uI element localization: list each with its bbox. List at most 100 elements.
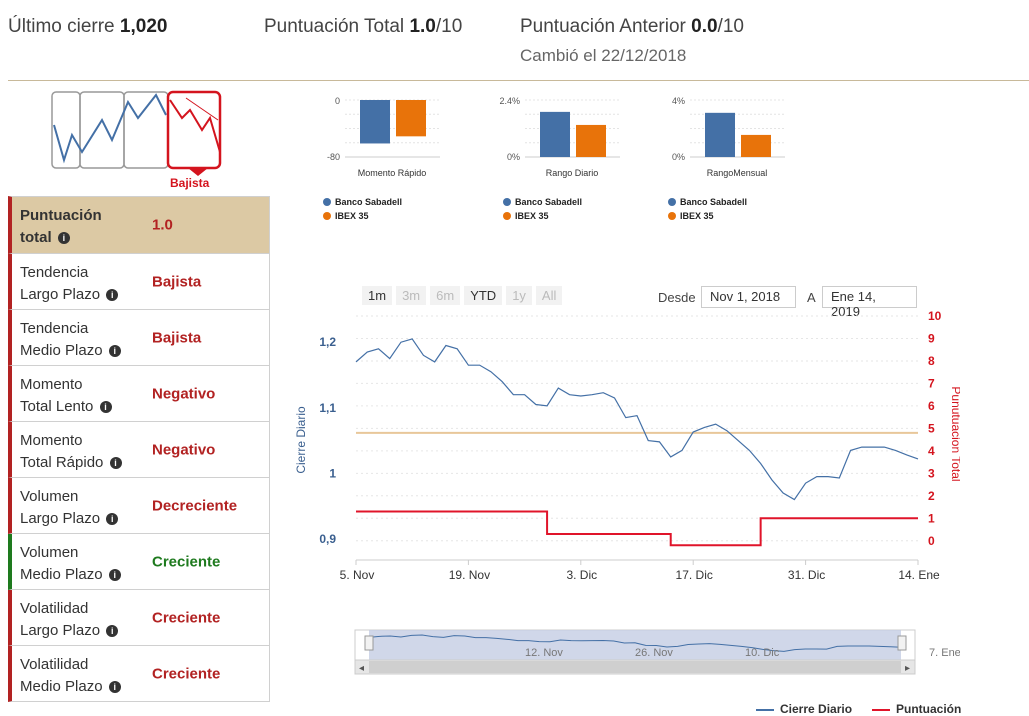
x-tick-label: 17. Dic — [676, 568, 713, 582]
bar-sabadell — [705, 112, 735, 157]
info-icon[interactable]: i — [106, 289, 119, 302]
info-icon[interactable]: i — [109, 457, 122, 470]
navigator-handle-left[interactable] — [364, 635, 374, 651]
mini-chart-title: RangoMensual — [707, 168, 768, 178]
total-score: Puntuación Total 1.0/10 — [264, 16, 462, 38]
changed-date: Cambió el 22/12/2018 — [520, 46, 687, 65]
range-selector: 1m 3m 6m YTD 1y All — [362, 286, 563, 305]
legend-dot — [503, 212, 511, 220]
y-tick-label: 0,9 — [319, 532, 336, 546]
score-row-value: Negativo — [152, 385, 216, 402]
legend-dot — [323, 198, 331, 206]
mini-tick-label: 0% — [672, 152, 685, 162]
y2-tick-label: 9 — [928, 331, 935, 345]
scroll-left-icon[interactable]: ◂ — [359, 663, 364, 674]
mini-tick-label: -80 — [327, 152, 340, 162]
navigator-label: 7. Ene — [929, 647, 960, 659]
y-tick-label: 1,1 — [319, 401, 336, 415]
prev-score-value: 0.0 — [691, 16, 718, 37]
legend-dot — [323, 212, 331, 220]
info-icon[interactable]: i — [108, 569, 121, 582]
info-icon[interactable]: i — [108, 681, 121, 694]
score-row-value: 1.0 — [152, 216, 173, 234]
from-date-input[interactable]: Nov 1, 2018 — [701, 286, 796, 308]
mini-chart-title: Momento Rápido — [358, 168, 427, 178]
score-row: Momento Total Rápido i Negativo — [8, 422, 270, 478]
y2-tick-label: 0 — [928, 534, 935, 548]
mini-chart: 0 -80 Momento Rápido Banco Sabadell IBEX 35 — [323, 96, 440, 221]
prev-score: Puntuación Anterior 0.0/10 Cambió el 22/… — [520, 16, 744, 66]
score-row-value: Negativo — [152, 441, 216, 458]
score-row: Puntuación total i 1.0 — [8, 196, 270, 254]
mini-tick-label: 0% — [507, 152, 520, 162]
to-date-input[interactable]: Ene 14, 2019 — [822, 286, 917, 319]
mini-tick-label: 4% — [672, 96, 685, 106]
navigator-mask — [369, 630, 901, 660]
legend-score-swatch — [872, 708, 890, 711]
x-tick-label: 5. Nov — [340, 568, 375, 582]
mini-chart: 4% 0% RangoMensual Banco Sabadell IBEX 35 — [668, 96, 785, 221]
y2-tick-label: 10 — [928, 309, 942, 323]
score-row-value: Bajista — [152, 329, 202, 346]
mini-legend-label: IBEX 35 — [680, 211, 714, 221]
mini-legend-label: Banco Sabadell — [515, 197, 582, 207]
info-icon[interactable]: i — [106, 513, 119, 526]
bar-ibex — [396, 100, 426, 137]
last-close-label: Último cierre — [8, 16, 115, 37]
last-close: Último cierre 1,020 — [8, 16, 167, 38]
y-tick-label: 1,2 — [319, 335, 336, 349]
legend-dot — [503, 198, 511, 206]
y2-tick-label: 6 — [928, 399, 935, 413]
score-row-label: Volatilidad Largo Plazo i — [20, 598, 150, 642]
y2-tick-label: 7 — [928, 376, 935, 390]
y-axis-title: Cierre Diario — [294, 406, 308, 474]
range-button-all[interactable]: All — [535, 286, 563, 305]
range-button-3m[interactable]: 3m — [396, 286, 427, 305]
from-label: Desde — [658, 290, 696, 305]
navigator-handle-right[interactable] — [897, 635, 907, 651]
y2-tick-label: 8 — [928, 354, 935, 368]
legend-close[interactable]: Cierre Diario — [756, 702, 852, 716]
info-icon[interactable]: i — [57, 232, 70, 245]
range-button-1m[interactable]: 1m — [362, 286, 393, 305]
score-row-value: Creciente — [152, 609, 221, 626]
navigator-line — [368, 634, 902, 652]
prev-score-label: Puntuación Anterior — [520, 16, 686, 37]
legend-dot — [668, 198, 676, 206]
score-row-label: Volumen Medio Plazo i — [20, 542, 150, 586]
range-button-6m[interactable]: 6m — [430, 286, 461, 305]
mini-legend-label: IBEX 35 — [335, 211, 369, 221]
score-row-label: Tendencia Medio Plazo i — [20, 318, 150, 362]
score-row: Volumen Largo Plazo i Decreciente — [8, 478, 270, 534]
range-button-ytd[interactable]: YTD — [464, 286, 503, 305]
score-row: Tendencia Medio Plazo i Bajista — [8, 310, 270, 366]
y2-tick-label: 2 — [928, 489, 935, 503]
score-row-label: Momento Total Rápido i — [20, 430, 150, 474]
x-tick-label: 31. Dic — [788, 568, 825, 582]
score-row: Volatilidad Medio Plazo i Creciente — [8, 646, 270, 702]
navigator-scrollbar-thumb[interactable] — [369, 661, 901, 673]
bar-sabadell — [540, 111, 570, 157]
bar-sabadell — [360, 100, 390, 144]
score-table: Puntuación total i 1.0 Tendencia Largo Plazo… — [8, 196, 270, 702]
total-score-value: 1.0 — [409, 16, 436, 37]
total-score-label: Puntuación Total — [264, 16, 405, 37]
info-icon[interactable]: i — [106, 625, 119, 638]
prev-score-max: /10 — [717, 16, 744, 37]
scroll-right-icon[interactable]: ▸ — [905, 663, 910, 674]
pattern-label: Bajista — [170, 176, 210, 190]
info-icon[interactable]: i — [108, 345, 121, 358]
mini-tick-label: 2.4% — [499, 96, 520, 106]
x-tick-label: 3. Dic — [566, 568, 597, 582]
score-row-label: Puntuación total i — [20, 207, 102, 246]
info-icon[interactable]: i — [99, 401, 112, 414]
navigator-label: 26. Nov — [635, 647, 673, 659]
legend-score[interactable]: Puntuación — [872, 702, 961, 716]
range-button-1y[interactable]: 1y — [506, 286, 532, 305]
score-row-value: Decreciente — [152, 497, 238, 514]
score-row-label: Momento Total Lento i — [20, 374, 150, 418]
bar-ibex — [576, 124, 606, 157]
mini-legend-label: Banco Sabadell — [335, 197, 402, 207]
y2-tick-label: 5 — [928, 421, 935, 435]
